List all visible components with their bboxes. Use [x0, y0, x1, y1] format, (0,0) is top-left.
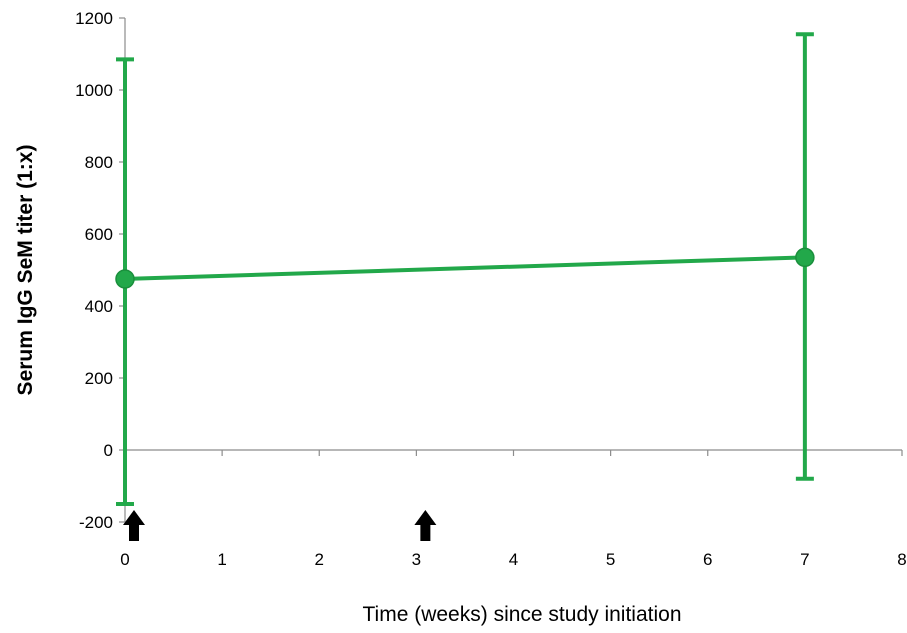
y-tick-label: 1000 [75, 81, 113, 100]
y-tick-label: 400 [85, 297, 113, 316]
x-tick-label: 5 [606, 550, 615, 569]
y-tick-label: 800 [85, 153, 113, 172]
x-axis-title: Time (weeks) since study initiation [363, 603, 682, 626]
arrow-up-icon [414, 510, 437, 541]
x-tick-label: 2 [315, 550, 324, 569]
annotations-group [123, 510, 437, 541]
y-axis-title: Serum IgG SeM titer (1:x) [14, 145, 37, 396]
y-tick-label: 200 [85, 369, 113, 388]
arrow-up-shape [123, 510, 145, 541]
y-tick-label: 600 [85, 225, 113, 244]
series-group [115, 32, 815, 506]
x-tick-labels: 0 1 2 3 4 5 6 7 8 [120, 550, 906, 569]
data-point [795, 247, 815, 268]
y-tick-label: 1200 [75, 9, 113, 28]
arrow-up-shape [414, 510, 437, 541]
x-tick-label: 7 [800, 550, 809, 569]
y-tick-label: 0 [104, 441, 113, 460]
y-tick-labels: -200 0 200 400 600 800 1000 1200 [75, 9, 113, 532]
x-tick-label: 8 [897, 550, 906, 569]
x-tick-label: 1 [217, 550, 226, 569]
data-point [115, 269, 135, 289]
x-tick-label: 4 [509, 550, 518, 569]
series-line [124, 255, 805, 281]
y-tick-label: -200 [79, 513, 113, 532]
x-tick-label: 3 [412, 550, 421, 569]
x-tick-label: 0 [120, 550, 129, 569]
x-tick-label: 6 [703, 550, 712, 569]
arrow-up-icon [123, 510, 145, 541]
axes [119, 17, 903, 523]
